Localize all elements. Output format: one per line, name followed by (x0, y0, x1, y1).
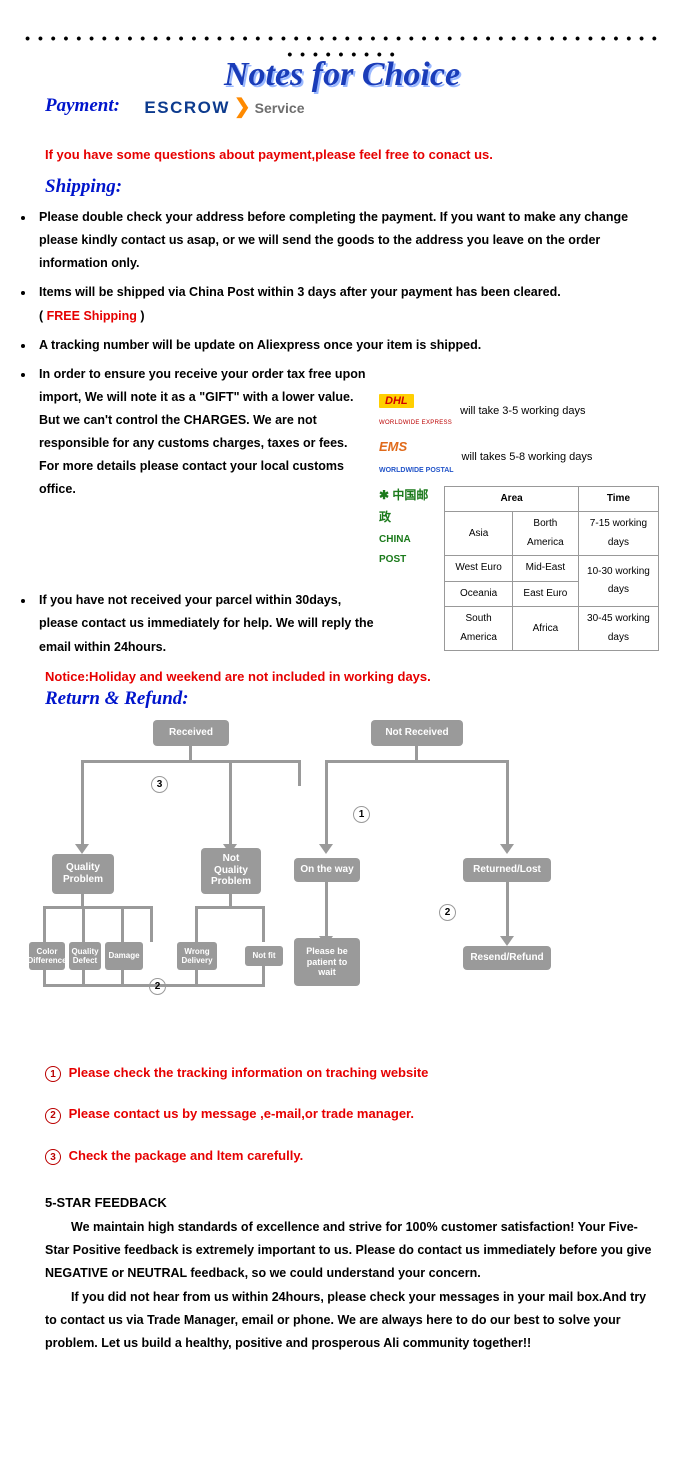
shipping-list: Please double check your address before … (25, 206, 659, 659)
node-on-way: On the way (294, 858, 360, 882)
escrow-text: ESCROW (144, 98, 230, 118)
cell: 10-30 working days (578, 556, 658, 607)
step-3-text: Check the package and ltem carefully. (69, 1148, 304, 1163)
feedback-p1: We maintain high standards of excellence… (45, 1216, 655, 1285)
circle-2b: 2 (149, 978, 166, 995)
payment-heading: Payment: (45, 95, 120, 116)
page-title: Notes for Choice (25, 56, 659, 94)
escrow-arrow-icon: ❯ (234, 94, 251, 119)
payment-question: If you have some questions about payment… (45, 147, 659, 162)
node-not-quality: Not Quality Problem (201, 848, 261, 894)
cell: Asia (445, 512, 513, 556)
ship-item-1: Please double check your address before … (35, 206, 659, 275)
node-patient: Please be patient to wait (294, 938, 360, 986)
step-1-text: Please check the tracking information on… (69, 1065, 429, 1080)
shipping-heading: Shipping: (45, 176, 659, 198)
ems-logo: EMS (379, 439, 407, 454)
dhl-time: will take 3-5 working days (460, 401, 585, 421)
node-color: Color Difference (29, 942, 65, 970)
ship-free-close: ) (137, 309, 145, 323)
node-returned: Returned/Lost (463, 858, 551, 882)
th-area: Area (445, 486, 579, 512)
cell: 7-15 working days (578, 512, 658, 556)
node-received: Received (153, 720, 229, 746)
holiday-notice: Notice:Holiday and weekend are not inclu… (45, 669, 659, 684)
cell: South America (445, 607, 513, 651)
steps: 1 Please check the tracking information … (45, 1065, 659, 1166)
ship-item-4-text: In order to ensure you receive your orde… (39, 367, 365, 497)
shipping-time-table: AreaTime AsiaBorth America7-15 working d… (444, 486, 659, 652)
circle-1: 1 (353, 806, 370, 823)
ship-item-2: Items will be shipped via China Post wit… (35, 281, 659, 327)
node-damage: Damage (105, 942, 143, 970)
ship-free: FREE Shipping (47, 309, 137, 323)
step-num-1: 1 (45, 1066, 61, 1082)
node-notfit: Not fit (245, 946, 283, 966)
dhl-logo: DHL (379, 394, 414, 408)
return-heading: Return & Refund: (45, 688, 659, 710)
ship-free-open: ( (39, 309, 47, 323)
escrow-logo: ESCROW❯ Service (144, 94, 304, 119)
feedback-p2: If you did not hear from us within 24hou… (45, 1286, 655, 1355)
feedback-heading: 5-STAR FEEDBACK (45, 1195, 659, 1210)
escrow-service: Service (255, 100, 305, 116)
dhl-sub: WORLDWIDE EXPRESS (379, 420, 452, 426)
carrier-block: DHL WORLDWIDE EXPRESS will take 3-5 work… (379, 391, 659, 656)
node-resend: Resend/Refund (463, 946, 551, 970)
cell: 30-45 working days (578, 607, 658, 651)
step-2-text: Please contact us by message ,e-mail,or … (69, 1106, 414, 1121)
cell: Mid-East (512, 556, 578, 582)
return-flowchart: Received Not Received 3 1 Quality Proble… (25, 720, 659, 1040)
node-quality: Quality Problem (52, 854, 114, 894)
chinapost-en: CHINA POST (379, 534, 410, 566)
ship-item-3: A tracking number will be update on Alie… (35, 334, 659, 357)
node-wrong: Wrong Delivery (177, 942, 217, 970)
chinapost-logo: ✱ 中国邮政 (379, 488, 428, 524)
circle-2a: 2 (439, 904, 456, 921)
step-num-2: 2 (45, 1108, 61, 1124)
ems-sub: WORLDWIDE POSTAL (379, 467, 454, 474)
th-time: Time (578, 486, 658, 512)
ems-time: will takes 5-8 working days (462, 447, 593, 467)
node-defect: Quality Defect (69, 942, 101, 970)
cell: Borth America (512, 512, 578, 556)
circle-3: 3 (151, 776, 168, 793)
cell: Oceania (445, 581, 513, 607)
cell: Africa (512, 607, 578, 651)
cell: East Euro (512, 581, 578, 607)
step-num-3: 3 (45, 1149, 61, 1165)
node-not-received: Not Received (371, 720, 463, 746)
ship-item-2-text: Items will be shipped via China Post wit… (39, 285, 561, 299)
cell: West Euro (445, 556, 513, 582)
